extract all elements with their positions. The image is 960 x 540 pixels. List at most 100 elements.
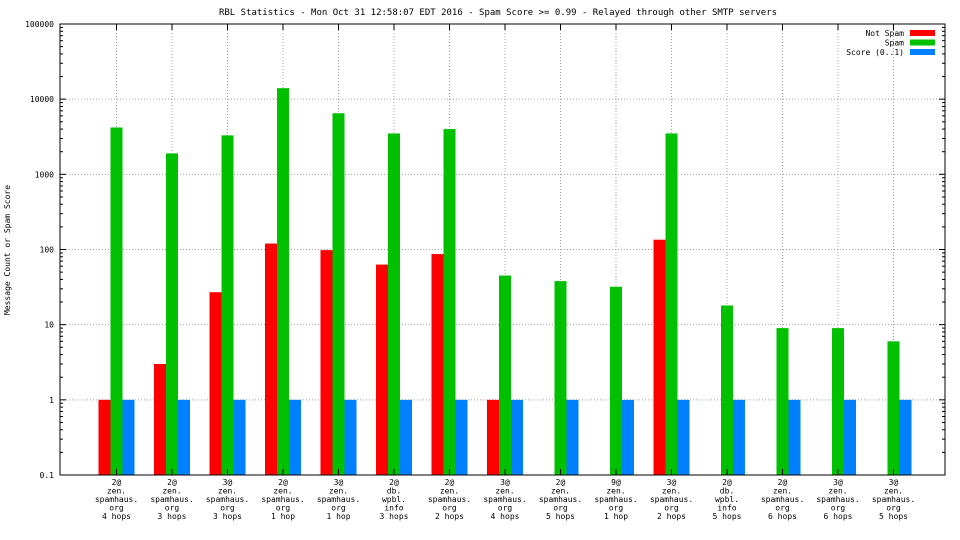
x-category-label: zen. bbox=[218, 487, 237, 496]
bar-spam bbox=[443, 129, 456, 475]
x-category-label: 2@ bbox=[278, 478, 288, 487]
bar-spam bbox=[610, 286, 622, 475]
x-category-label: spamhaus. bbox=[539, 495, 582, 504]
x-category-label: info bbox=[717, 504, 736, 513]
x-category-label: spamhaus. bbox=[95, 495, 138, 504]
bars bbox=[98, 88, 912, 476]
bar-score-0-1 bbox=[233, 399, 246, 475]
bar-spam bbox=[665, 133, 678, 475]
x-category-label: spamhaus. bbox=[150, 495, 193, 504]
x-category-label: db. bbox=[387, 487, 401, 496]
x-category-label: db. bbox=[720, 487, 734, 496]
x-category-label: zen. bbox=[329, 487, 348, 496]
bar-not-spam bbox=[431, 254, 444, 475]
x-category-label: org bbox=[220, 504, 235, 513]
x-category-label: 2@ bbox=[556, 478, 566, 487]
x-category-label: zen. bbox=[495, 487, 514, 496]
bar-spam bbox=[221, 135, 234, 475]
y-tick-label: 1000 bbox=[35, 170, 54, 179]
x-category-label: 1 hop bbox=[604, 512, 628, 521]
x-category-label: spamhaus. bbox=[428, 495, 471, 504]
bar-spam bbox=[554, 281, 567, 475]
x-category-label: 2@ bbox=[722, 478, 732, 487]
bar-score-0-1 bbox=[344, 399, 357, 475]
bar-score-0-1 bbox=[511, 399, 523, 475]
x-category-label: 9@ bbox=[611, 478, 621, 487]
x-category-label: info bbox=[384, 504, 403, 513]
x-category-label: 2 hops bbox=[435, 512, 464, 521]
x-category-label: 1 hop bbox=[326, 512, 350, 521]
bar-spam bbox=[166, 153, 178, 475]
bar-not-spam bbox=[376, 264, 388, 475]
bar-score-0-1 bbox=[677, 399, 690, 475]
x-category-label: 3@ bbox=[223, 478, 233, 487]
bar-not-spam bbox=[320, 250, 333, 475]
legend-label: Score (0..1) bbox=[846, 48, 904, 57]
x-category-label: 2@ bbox=[167, 478, 177, 487]
x-category-label: 6 hops bbox=[768, 512, 797, 521]
bar-score-0-1 bbox=[622, 399, 634, 475]
x-category-label: spamhaus. bbox=[483, 495, 526, 504]
x-category-label: zen. bbox=[773, 487, 792, 496]
x-category-label: org bbox=[609, 504, 624, 513]
x-category-label: spamhaus. bbox=[761, 495, 804, 504]
bar-score-0-1 bbox=[289, 399, 301, 475]
x-category-label: 3@ bbox=[334, 478, 344, 487]
x-category-label: 3 hops bbox=[380, 512, 409, 521]
x-category-label: 4 hops bbox=[491, 512, 520, 521]
x-category-label: org bbox=[331, 504, 346, 513]
x-category-label: zen. bbox=[162, 487, 181, 496]
x-category-label: org bbox=[886, 504, 901, 513]
x-category-label: zen. bbox=[662, 487, 681, 496]
x-category-label: zen. bbox=[828, 487, 847, 496]
x-category-label: spamhaus. bbox=[261, 495, 304, 504]
x-category-label: org bbox=[553, 504, 568, 513]
bar-score-0-1 bbox=[400, 399, 412, 475]
x-category-label: spamhaus. bbox=[206, 495, 249, 504]
bar-score-0-1 bbox=[733, 399, 745, 475]
x-category-label: org bbox=[109, 504, 124, 513]
bar-spam bbox=[887, 341, 900, 475]
bar-not-spam bbox=[265, 243, 277, 475]
x-category-label: 3 hops bbox=[158, 512, 187, 521]
bar-not-spam bbox=[209, 292, 222, 475]
bar-spam bbox=[388, 133, 400, 475]
x-category-label: spamhaus. bbox=[317, 495, 360, 504]
x-category-label: 5 hops bbox=[546, 512, 575, 521]
bar-score-0-1 bbox=[566, 399, 579, 475]
x-category-label: 2@ bbox=[445, 478, 455, 487]
x-category-label: 5 hops bbox=[879, 512, 908, 521]
x-category-label: 4 hops bbox=[102, 512, 131, 521]
x-category-label: org bbox=[442, 504, 457, 513]
y-tick-label: 10000 bbox=[30, 95, 54, 104]
legend-label: Not Spam bbox=[865, 29, 904, 38]
x-category-label: wpbl. bbox=[382, 495, 406, 504]
legend-swatch bbox=[910, 39, 935, 46]
y-tick-label: 100 bbox=[40, 246, 55, 255]
chart-title: RBL Statistics - Mon Oct 31 12:58:07 EDT… bbox=[219, 8, 777, 18]
y-ticks: 0.1 1 10 100 1000 10000 100000 bbox=[25, 20, 945, 480]
bar-score-0-1 bbox=[178, 399, 190, 475]
bar-not-spam bbox=[487, 399, 499, 475]
bar-spam bbox=[776, 328, 789, 475]
x-category-label: spamhaus. bbox=[594, 495, 637, 504]
y-tick-label: 100000 bbox=[25, 20, 54, 29]
bar-spam bbox=[832, 328, 844, 475]
bar-score-0-1 bbox=[788, 399, 801, 475]
x-category-label: 1 hop bbox=[271, 512, 295, 521]
x-category-label: 2@ bbox=[389, 478, 399, 487]
x-category-label: zen. bbox=[884, 487, 903, 496]
x-category-label: zen. bbox=[551, 487, 570, 496]
x-category-label: 3@ bbox=[889, 478, 899, 487]
bar-not-spam bbox=[154, 363, 166, 475]
bar-score-0-1 bbox=[455, 399, 468, 475]
bar-not-spam bbox=[653, 239, 666, 475]
x-category-label: org bbox=[498, 504, 513, 513]
x-category-label: org bbox=[831, 504, 846, 513]
x-category-label: 2@ bbox=[778, 478, 788, 487]
x-category-label: 2 hops bbox=[657, 512, 686, 521]
x-category-label: 3@ bbox=[500, 478, 510, 487]
